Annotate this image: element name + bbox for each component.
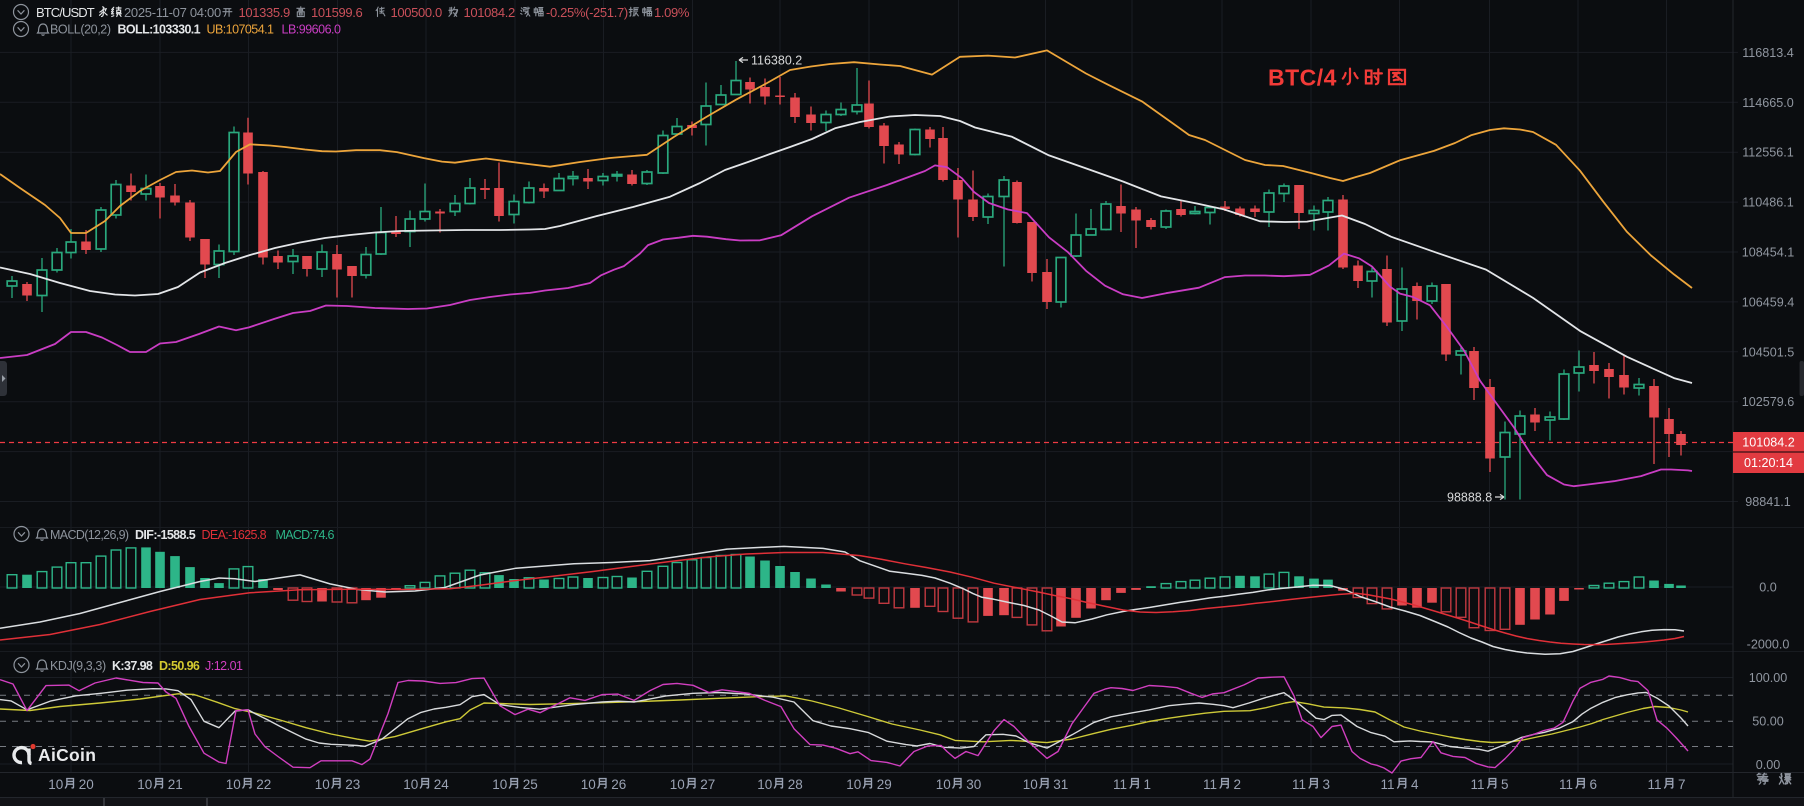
svg-text:10: 10	[581, 777, 596, 792]
svg-text:20: 20	[79, 777, 94, 792]
svg-text:98888.8: 98888.8	[1447, 491, 1492, 505]
svg-text:101599.6: 101599.6	[311, 5, 363, 20]
svg-text:31: 31	[1053, 777, 1068, 792]
svg-text:2: 2	[1234, 777, 1242, 792]
svg-text:DEA:-1625.8: DEA:-1625.8	[202, 528, 267, 542]
svg-text:11: 11	[1648, 777, 1662, 792]
svg-text:25: 25	[523, 777, 538, 792]
svg-text:101084.2: 101084.2	[464, 5, 516, 20]
svg-text:10: 10	[846, 777, 861, 792]
svg-text:6: 6	[1590, 777, 1598, 792]
svg-text:10: 10	[492, 777, 507, 792]
svg-text:116813.4: 116813.4	[1742, 46, 1794, 60]
svg-text:BTC/4: BTC/4	[1268, 65, 1337, 91]
svg-text:101335.9: 101335.9	[239, 5, 291, 20]
svg-text:2025-11-07 04:00: 2025-11-07 04:00	[124, 5, 221, 20]
svg-text:10: 10	[757, 777, 772, 792]
svg-text:116380.2: 116380.2	[751, 54, 802, 68]
svg-text:-2000.0: -2000.0	[1747, 637, 1790, 651]
svg-text:BTC/USDT: BTC/USDT	[36, 5, 95, 20]
svg-text:98841.1: 98841.1	[1745, 495, 1791, 509]
svg-text:10: 10	[48, 777, 63, 792]
svg-text:AiCoin: AiCoin	[38, 745, 96, 765]
svg-text:110486.1: 110486.1	[1742, 196, 1794, 210]
svg-text:0.00: 0.00	[1756, 758, 1781, 772]
svg-text:1.09%: 1.09%	[654, 5, 690, 20]
svg-text:01:20:14: 01:20:14	[1744, 456, 1793, 470]
svg-text:4: 4	[1411, 777, 1419, 792]
svg-text:K:37.98: K:37.98	[112, 659, 153, 673]
svg-text:106459.4: 106459.4	[1742, 295, 1795, 309]
svg-text:114665.0: 114665.0	[1742, 96, 1794, 110]
svg-text:D:50.96: D:50.96	[159, 659, 200, 673]
svg-text:MACD:74.6: MACD:74.6	[276, 528, 335, 542]
svg-text:22: 22	[256, 777, 271, 792]
svg-text:108454.1: 108454.1	[1742, 246, 1795, 260]
svg-text:10: 10	[315, 777, 330, 792]
svg-text:11: 11	[1203, 777, 1217, 792]
svg-text:10: 10	[936, 777, 951, 792]
svg-text:29: 29	[877, 777, 892, 792]
svg-text:10: 10	[226, 777, 241, 792]
svg-text:112556.1: 112556.1	[1742, 146, 1794, 160]
svg-text:10: 10	[403, 777, 418, 792]
svg-text:1: 1	[1144, 777, 1152, 792]
svg-text:11: 11	[1471, 777, 1485, 792]
svg-text:30: 30	[966, 777, 981, 792]
svg-text:11: 11	[1381, 777, 1395, 792]
svg-text:7: 7	[1678, 777, 1686, 792]
svg-text:5: 5	[1501, 777, 1509, 792]
svg-text:KDJ(9,3,3): KDJ(9,3,3)	[50, 659, 106, 673]
svg-text:24: 24	[434, 777, 450, 792]
svg-text:102579.6: 102579.6	[1742, 395, 1795, 409]
svg-text:28: 28	[788, 777, 803, 792]
svg-text:BOLL:103330.1: BOLL:103330.1	[118, 23, 201, 37]
svg-text:27: 27	[700, 777, 715, 792]
svg-text:100500.0: 100500.0	[391, 5, 443, 20]
svg-text:21: 21	[168, 777, 183, 792]
svg-text:-0.25%(-251.7): -0.25%(-251.7)	[546, 5, 628, 20]
svg-text:101084.2: 101084.2	[1742, 436, 1795, 450]
svg-text:BOLL(20,2): BOLL(20,2)	[50, 23, 111, 37]
svg-text:3: 3	[1323, 777, 1331, 792]
svg-text:UB:107054.1: UB:107054.1	[207, 23, 275, 37]
svg-text:J:12.01: J:12.01	[205, 659, 243, 673]
svg-text:11: 11	[1292, 777, 1306, 792]
svg-text:10: 10	[670, 777, 685, 792]
svg-text:10: 10	[137, 777, 152, 792]
svg-text:11: 11	[1113, 777, 1127, 792]
svg-text:23: 23	[345, 777, 360, 792]
svg-text:MACD(12,26,9): MACD(12,26,9)	[50, 528, 129, 542]
svg-text:LB:99606.0: LB:99606.0	[282, 23, 341, 37]
svg-text:100.00: 100.00	[1749, 671, 1788, 685]
svg-text:10: 10	[1023, 777, 1038, 792]
svg-text:DIF:-1588.5: DIF:-1588.5	[135, 528, 196, 542]
svg-text:50.00: 50.00	[1752, 715, 1784, 729]
svg-text:11: 11	[1559, 777, 1573, 792]
svg-text:26: 26	[611, 777, 626, 792]
svg-text:104501.5: 104501.5	[1742, 345, 1795, 359]
svg-text:0.0: 0.0	[1759, 580, 1777, 594]
